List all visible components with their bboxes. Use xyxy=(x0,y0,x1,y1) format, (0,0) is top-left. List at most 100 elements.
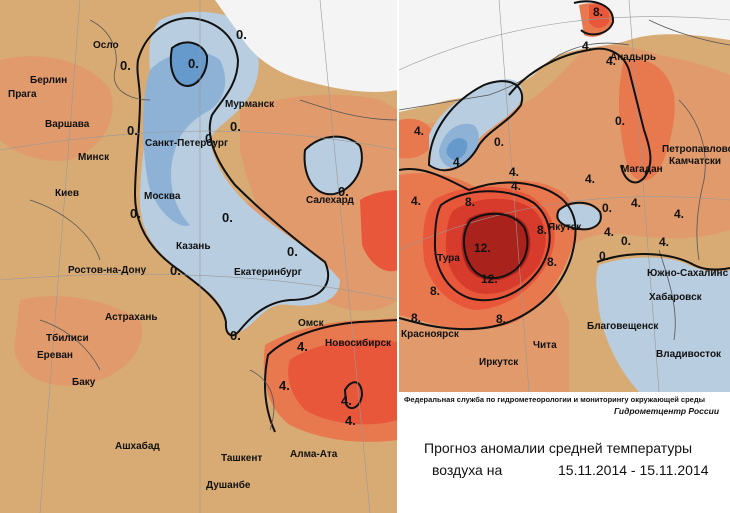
isoline-label: 4. xyxy=(511,179,521,193)
light-blue-zone xyxy=(596,257,730,392)
isoline-label: 8. xyxy=(537,223,547,237)
isoline-label: 8. xyxy=(496,312,506,326)
city-tura: Тура xyxy=(437,253,460,264)
light-orange-zone xyxy=(0,56,113,161)
isoline-label: 4. xyxy=(631,196,641,210)
city-astrakhan: Астрахань xyxy=(105,312,158,323)
isoline-label: 4. xyxy=(582,39,592,53)
four-isoline xyxy=(573,0,615,36)
isoline-label: 4. xyxy=(674,207,684,221)
city-blagoveshchensk: Благовещенск xyxy=(587,321,659,332)
eight-isoline xyxy=(433,190,551,302)
city-tbilisi: Тбилиси xyxy=(46,332,89,344)
forecast-dates: 15.11.2014 - 15.11.2014 xyxy=(558,462,709,478)
city-warsaw: Варшава xyxy=(45,119,90,130)
isoline-label: 8. xyxy=(465,195,475,209)
city-omsk: Омск xyxy=(298,318,325,329)
zero-isoline xyxy=(427,80,524,172)
city-minsk: Минск xyxy=(78,152,110,163)
right-map-panel: Анадырь Петропавловс Камчатски Магадан Я… xyxy=(399,0,730,392)
isoline-label: 4. xyxy=(585,172,595,186)
city-yuzhno: Южно-Сахалинс xyxy=(647,268,729,279)
city-magadan: Магадан xyxy=(621,164,663,175)
isoline-label: 0. xyxy=(230,119,241,134)
panel-divider xyxy=(397,0,399,513)
dark-blue-zone xyxy=(446,138,468,160)
red-orange-zone xyxy=(360,190,398,272)
isoline-label: 0. xyxy=(127,123,138,138)
city-praga: Прага xyxy=(8,89,37,100)
city-anadyr: Анадырь xyxy=(610,52,656,63)
city-khabarovsk: Хабаровск xyxy=(649,291,703,303)
isoline-label: 0. xyxy=(205,131,216,146)
isoline-label: 0. xyxy=(338,184,349,199)
city-ashgabat: Ашхабад xyxy=(115,440,160,452)
light-blue-zone xyxy=(304,136,363,196)
left-anomaly-map: Осло Берлин Прага Варшава Минск Киев Рос… xyxy=(0,0,398,513)
city-kazan: Казань xyxy=(176,241,211,252)
city-erevan: Ереван xyxy=(37,350,73,361)
isoline-label: 4. xyxy=(297,339,308,354)
isoline-label: 0. xyxy=(120,58,131,73)
graticule xyxy=(0,0,398,513)
isoline-label: 8. xyxy=(430,284,440,298)
city-vladivostok: Владивосток xyxy=(656,349,722,360)
city-oslo: Осло xyxy=(93,40,119,51)
isoline-label: 12. xyxy=(474,241,491,255)
four-isoline xyxy=(508,47,652,184)
blue-zone xyxy=(143,51,226,226)
zero-isoline xyxy=(133,16,330,337)
isoline-label: 0. xyxy=(287,244,298,259)
isoline-label: 4. xyxy=(453,155,463,169)
isoline-label: 4. xyxy=(659,235,669,249)
isoline-label: 4. xyxy=(411,194,421,208)
isoline-label: 0. xyxy=(615,114,625,128)
city-dushanbe: Душанбе xyxy=(206,479,251,491)
orange-zone xyxy=(399,118,434,159)
city-kiev: Киев xyxy=(55,188,79,199)
four-isoline xyxy=(343,381,364,410)
city-novosibirsk: Новосибирск xyxy=(325,337,392,349)
light-orange-zone xyxy=(14,296,142,386)
white-zone xyxy=(399,0,730,112)
city-murmansk: Мурманск xyxy=(225,99,275,110)
isoline-label: 12. xyxy=(481,272,498,286)
city-salekhard: Салехард xyxy=(306,195,355,206)
red-orange-zone xyxy=(589,4,610,28)
forecast-title-line1: Прогноз аномалии средней температуры xyxy=(424,440,693,456)
isoline-label: 4. xyxy=(345,413,356,428)
isoline-label: 4. xyxy=(279,378,290,393)
isoline-label: 0. xyxy=(188,56,199,71)
city-chita: Чита xyxy=(533,340,557,351)
twelve-isoline xyxy=(463,212,529,279)
zero-isoline xyxy=(556,201,602,231)
isoline-label: 0. xyxy=(621,234,631,248)
isoline-label: 4. xyxy=(509,165,519,179)
hydromet-center-credit: Гидрометцентр России xyxy=(614,406,720,416)
agency-credit: Федеральная служба по гидрометеорологии … xyxy=(404,395,706,404)
left-map-panel: Осло Берлин Прага Варшава Минск Киев Рос… xyxy=(0,0,398,513)
light-blue-zone xyxy=(557,204,601,229)
isoline-label: 4. xyxy=(341,393,352,408)
isoline-label: 8. xyxy=(411,311,421,325)
isoline-label: 0. xyxy=(494,135,504,149)
isoline-label: 0. xyxy=(236,27,247,42)
right-anomaly-map: Анадырь Петропавловс Камчатски Магадан Я… xyxy=(399,0,730,392)
city-kamchatsky: Камчатски xyxy=(669,156,721,167)
isoline-label: 0. xyxy=(170,263,181,278)
city-spb: Санкт-Петербург xyxy=(145,137,228,149)
red-orange-zone xyxy=(288,339,398,425)
graticule xyxy=(399,0,730,392)
isoline-label: 0. xyxy=(599,249,609,263)
isoline-label: 0. xyxy=(602,201,612,215)
zero-isoline xyxy=(596,253,730,271)
white-zone xyxy=(215,0,398,93)
city-irkutsk: Иркутск xyxy=(479,357,519,368)
isoline-label: 0. xyxy=(230,328,241,343)
isoline-label: 8. xyxy=(547,255,557,269)
city-tashkent: Ташкент xyxy=(221,453,262,464)
isoline-label: 8. xyxy=(593,5,603,19)
coastline xyxy=(29,19,398,431)
isoline-label: 4. xyxy=(414,124,424,138)
four-isoline xyxy=(263,319,398,433)
